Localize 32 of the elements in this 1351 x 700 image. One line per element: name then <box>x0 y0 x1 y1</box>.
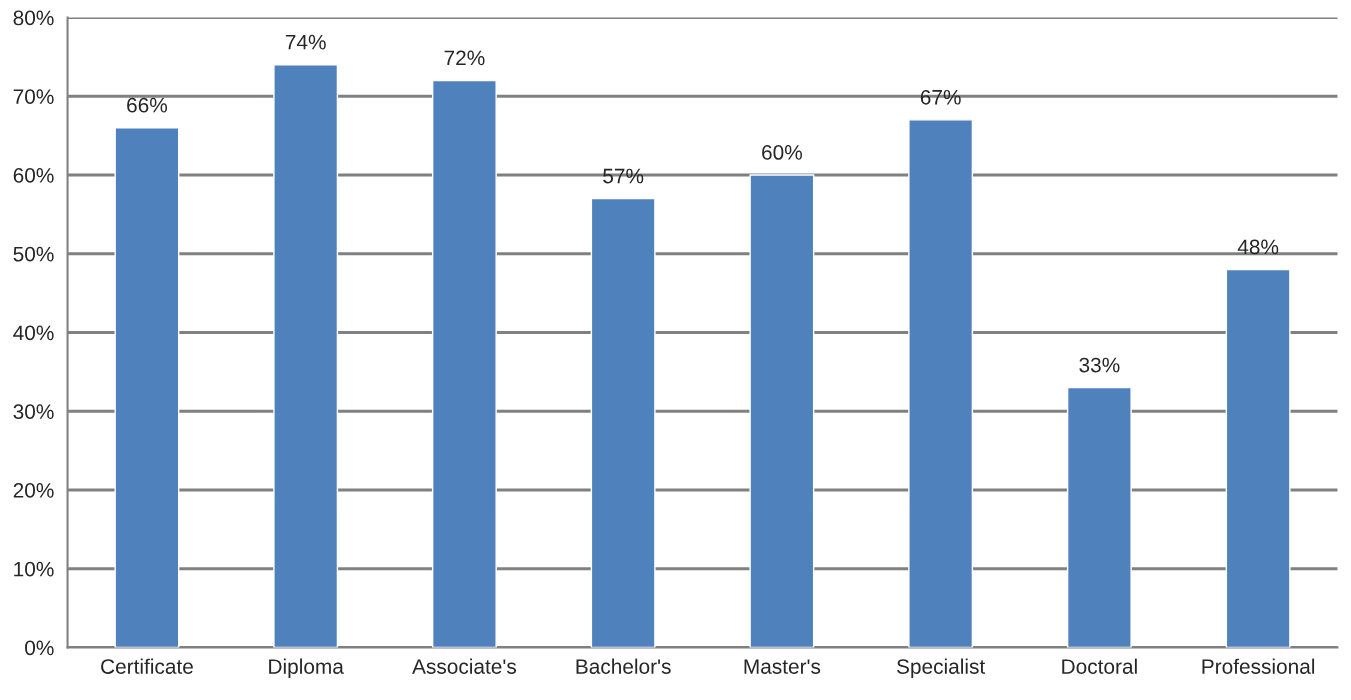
bar <box>431 79 497 648</box>
x-tick-label: Specialist <box>897 658 986 679</box>
x-tick-label: Diploma <box>269 658 344 679</box>
data-label: 72% <box>444 50 485 66</box>
x-tick-label: Certificate <box>101 658 193 674</box>
x-tick-label: Professional <box>1202 658 1315 674</box>
bar <box>749 174 815 648</box>
data-label: 66% <box>127 97 168 113</box>
bar <box>273 64 339 648</box>
y-tick-label: 40% <box>13 325 54 341</box>
data-label: 74% <box>285 34 326 50</box>
y-tick-label: 60% <box>13 168 54 183</box>
data-label: 60% <box>762 145 802 160</box>
bar <box>1225 268 1291 648</box>
bar <box>1066 386 1132 648</box>
data-label: 57% <box>603 168 644 184</box>
data-label: 33% <box>1079 357 1120 373</box>
bar <box>114 127 180 648</box>
y-tick-label: 50% <box>13 246 54 262</box>
x-tick-label: Doctoral <box>1062 658 1137 674</box>
y-tick-label: 0% <box>25 640 54 656</box>
y-tick-label: 80% <box>13 10 54 26</box>
x-tick-label: Bachelor's <box>576 658 671 674</box>
bar <box>590 197 656 648</box>
y-tick-label: 20% <box>13 483 54 498</box>
y-tick-label: 10% <box>14 561 54 577</box>
bar <box>908 119 974 648</box>
x-tick-label: Associate's <box>412 658 517 674</box>
data-label: 48% <box>1237 239 1279 255</box>
y-tick-label: 30% <box>13 404 54 419</box>
y-tick-label: 70% <box>13 89 54 104</box>
x-tick-label: Master's <box>744 659 821 674</box>
